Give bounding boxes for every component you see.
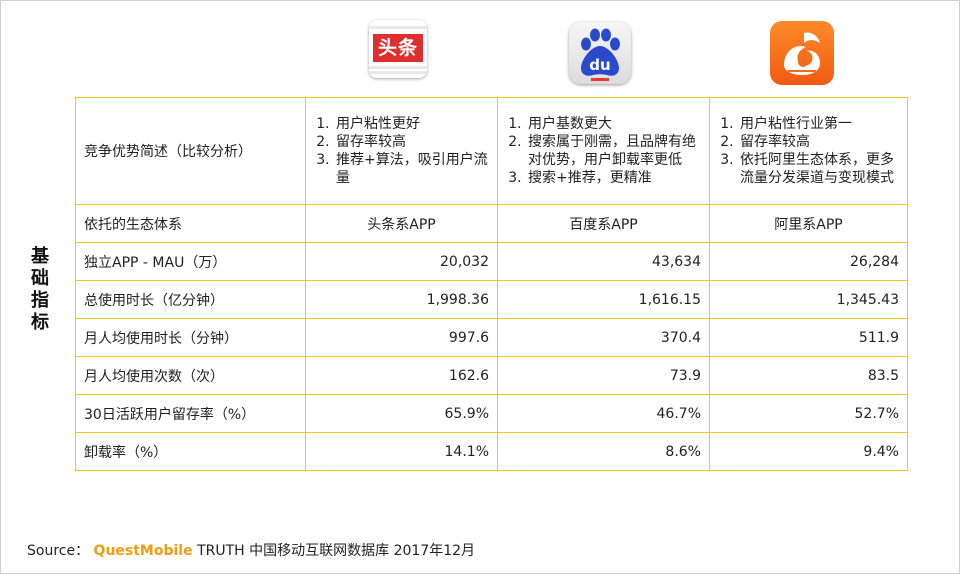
list-item: 搜索属于刚需，且品牌有绝对优势，用户卸载率更低 bbox=[526, 133, 701, 169]
baidu-logo: du bbox=[569, 22, 635, 86]
table-row-advantage: 竞争优势简述（比较分析） 用户粘性更好 留存率较高 推荐+算法，吸引用户流量 用… bbox=[75, 97, 908, 205]
ali-advantage-list: 用户粘性行业第一 留存率较高 依托阿里生态体系，更多流量分发渠道与变现模式 bbox=[718, 115, 899, 187]
side-label-basic-metrics: 基础指标 bbox=[31, 246, 49, 333]
baidu-cell: 8.6% bbox=[497, 432, 710, 471]
toutiao-advantage-list: 用户粘性更好 留存率较高 推荐+算法，吸引用户流量 bbox=[314, 115, 489, 187]
ali-cell: 阿里系APP bbox=[709, 204, 908, 243]
list-item: 用户粘性更好 bbox=[334, 115, 489, 133]
toutiao-cell: 20,032 bbox=[305, 242, 498, 281]
source-brand: QuestMobile bbox=[93, 543, 193, 559]
uc-logo bbox=[770, 21, 836, 85]
row-label: 依托的生态体系 bbox=[75, 204, 306, 243]
table-row: 月人均使用时长（分钟） 997.6 370.4 511.9 bbox=[75, 318, 908, 357]
table-row-ecosystem: 依托的生态体系 头条系APP 百度系APP 阿里系APP bbox=[75, 204, 908, 243]
toutiao-cell: 997.6 bbox=[305, 318, 498, 357]
table-row: 独立APP - MAU（万） 20,032 43,634 26,284 bbox=[75, 242, 908, 281]
toutiao-advantage-cell: 用户粘性更好 留存率较高 推荐+算法，吸引用户流量 bbox=[305, 97, 498, 205]
baidu-cell: 百度系APP bbox=[497, 204, 710, 243]
baidu-advantage-list: 用户基数更大 搜索属于刚需，且品牌有绝对优势，用户卸载率更低 搜索+推荐，更精准 bbox=[506, 115, 701, 187]
baidu-cell: 73.9 bbox=[497, 356, 710, 395]
source-prefix: Source： bbox=[27, 543, 90, 559]
toutiao-cell: 头条系APP bbox=[305, 204, 498, 243]
table-row: 30日活跃用户留存率（%） 65.9% 46.7% 52.7% bbox=[75, 394, 908, 433]
baidu-cell: 370.4 bbox=[497, 318, 710, 357]
list-item: 依托阿里生态体系，更多流量分发渠道与变现模式 bbox=[738, 151, 899, 187]
row-label: 总使用时长（亿分钟） bbox=[75, 280, 306, 319]
toutiao-cell: 14.1% bbox=[305, 432, 498, 471]
uc-squirrel-icon bbox=[770, 21, 834, 85]
table-row: 总使用时长（亿分钟） 1,998.36 1,616.15 1,345.43 bbox=[75, 280, 908, 319]
ali-cell: 83.5 bbox=[709, 356, 908, 395]
ali-cell: 511.9 bbox=[709, 318, 908, 357]
baidu-paw-icon: du bbox=[569, 22, 631, 84]
baidu-cell: 1,616.15 bbox=[497, 280, 710, 319]
ali-cell: 52.7% bbox=[709, 394, 908, 433]
source-note: Source： QuestMobile TRUTH 中国移动互联网数据库 201… bbox=[27, 540, 475, 560]
ali-advantage-cell: 用户粘性行业第一 留存率较高 依托阿里生态体系，更多流量分发渠道与变现模式 bbox=[709, 97, 908, 205]
toutiao-logo-text: 头条 bbox=[373, 34, 423, 62]
baidu-logo-text: du bbox=[589, 56, 610, 74]
toutiao-icon: 头条 bbox=[369, 20, 427, 78]
list-item: 用户粘性行业第一 bbox=[738, 115, 899, 133]
toutiao-cell: 162.6 bbox=[305, 356, 498, 395]
row-label: 竞争优势简述（比较分析） bbox=[75, 97, 306, 205]
ali-cell: 9.4% bbox=[709, 432, 908, 471]
list-item: 留存率较高 bbox=[334, 133, 489, 151]
list-item: 推荐+算法，吸引用户流量 bbox=[334, 151, 489, 187]
baidu-advantage-cell: 用户基数更大 搜索属于刚需，且品牌有绝对优势，用户卸载率更低 搜索+推荐，更精准 bbox=[497, 97, 710, 205]
toutiao-cell: 1,998.36 bbox=[305, 280, 498, 319]
toutiao-logo: 头条 bbox=[369, 20, 431, 82]
row-label: 月人均使用次数（次） bbox=[75, 356, 306, 395]
list-item: 搜索+推荐，更精准 bbox=[526, 169, 701, 187]
comparison-table: 竞争优势简述（比较分析） 用户粘性更好 留存率较高 推荐+算法，吸引用户流量 用… bbox=[75, 97, 908, 471]
list-item: 留存率较高 bbox=[738, 133, 899, 151]
baidu-cell: 43,634 bbox=[497, 242, 710, 281]
list-item: 用户基数更大 bbox=[526, 115, 701, 133]
row-label: 独立APP - MAU（万） bbox=[75, 242, 306, 281]
table-row: 月人均使用次数（次） 162.6 73.9 83.5 bbox=[75, 356, 908, 395]
source-rest: TRUTH 中国移动互联网数据库 2017年12月 bbox=[197, 543, 476, 559]
row-label: 月人均使用时长（分钟） bbox=[75, 318, 306, 357]
toutiao-cell: 65.9% bbox=[305, 394, 498, 433]
baidu-cell: 46.7% bbox=[497, 394, 710, 433]
ali-cell: 1,345.43 bbox=[709, 280, 908, 319]
ali-cell: 26,284 bbox=[709, 242, 908, 281]
row-label: 30日活跃用户留存率（%） bbox=[75, 394, 306, 433]
table-row: 卸载率（%） 14.1% 8.6% 9.4% bbox=[75, 432, 908, 471]
row-label: 卸载率（%） bbox=[75, 432, 306, 471]
